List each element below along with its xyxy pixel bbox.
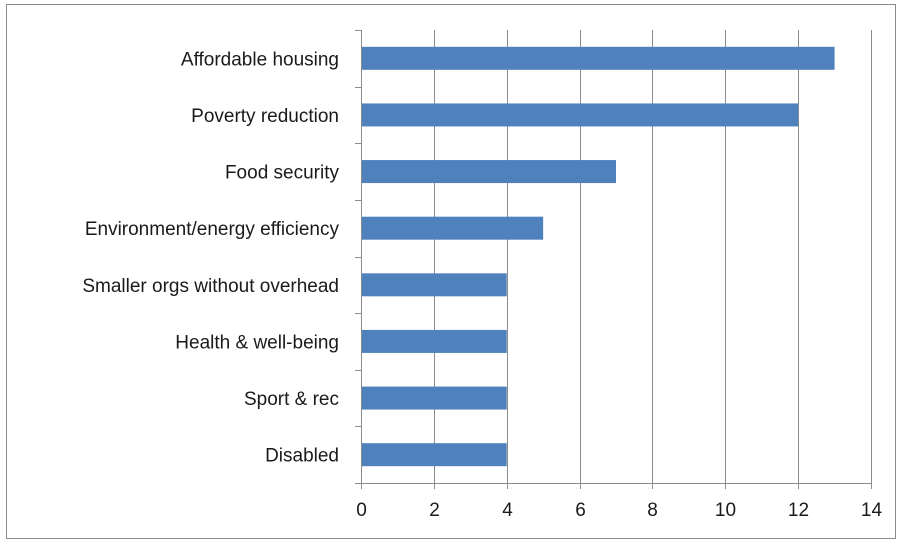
category-label: Food security xyxy=(225,163,340,184)
category-label: Affordable housing xyxy=(181,49,339,70)
x-tick-label: 2 xyxy=(429,500,440,521)
labels: 0 2 4 6 8 10 12 14 Affordable housing Poverty red… xyxy=(82,49,882,521)
bar-7 xyxy=(362,443,507,467)
x-tick-label: 10 xyxy=(715,500,736,521)
axes xyxy=(355,30,872,489)
bar-5 xyxy=(362,329,507,353)
bar-4 xyxy=(362,273,507,297)
x-tick-label: 8 xyxy=(647,500,658,521)
x-tick-label: 12 xyxy=(788,500,809,521)
bars xyxy=(362,46,835,467)
x-tick-label: 14 xyxy=(861,500,883,521)
category-label: Poverty reduction xyxy=(191,106,339,127)
category-label: Disabled xyxy=(265,446,339,467)
bar-3 xyxy=(362,216,544,240)
bar-2 xyxy=(362,160,616,184)
category-label: Environment/energy efficiency xyxy=(85,219,340,240)
bar-6 xyxy=(362,386,507,410)
x-tick-label: 0 xyxy=(356,500,367,521)
grid-lines xyxy=(434,30,872,483)
bar-0 xyxy=(362,46,835,70)
category-label: Sport & rec xyxy=(244,389,339,410)
x-tick-label: 6 xyxy=(575,500,586,521)
x-tick-label: 4 xyxy=(502,500,513,521)
bar-1 xyxy=(362,103,799,127)
category-label: Smaller orgs without overhead xyxy=(82,276,339,297)
category-label: Health & well-being xyxy=(175,332,339,353)
